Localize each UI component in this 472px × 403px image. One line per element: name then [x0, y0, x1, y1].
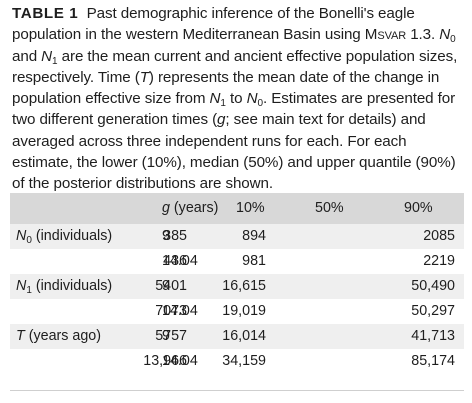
demographic-table: g (years) 10% 50% 90% N0 (individuals) 9… — [10, 193, 464, 391]
software-name: Msvar — [364, 26, 407, 44]
param-n0: N0 (individuals) — [16, 228, 113, 246]
cell-g: 14.04 — [162, 303, 198, 319]
cell-q50: 34,159 — [222, 353, 266, 369]
cell-q90: 50,297 — [411, 303, 455, 319]
table-header-row: g (years) 10% 50% 90% — [10, 193, 464, 228]
cell-q90: 85,174 — [411, 353, 455, 369]
table-bottom-rule — [10, 390, 464, 391]
table-caption: TABLE 1 Past demographic inference of th… — [12, 5, 458, 193]
cell-g: 14.04 — [162, 353, 198, 369]
param-t: T (years ago) — [16, 328, 102, 344]
table-row: 14.04 7073 19,019 50,297 — [10, 299, 464, 324]
cell-q90: 2219 — [423, 253, 455, 269]
header-q10: 10% — [236, 200, 265, 216]
table-row: N0 (individuals) 9 385 894 2085 — [10, 224, 464, 249]
cell-q10: 7073 — [155, 303, 187, 319]
cell-q50: 16,014 — [222, 328, 266, 344]
table-label: TABLE 1 — [12, 5, 79, 22]
header-q50: 50% — [315, 200, 344, 216]
cell-q50: 16,615 — [222, 278, 266, 294]
cell-g: 9 — [162, 278, 170, 294]
cell-g: 9 — [162, 228, 170, 244]
param-n1: N1 (individuals) — [16, 278, 113, 296]
header-q90: 90% — [404, 200, 433, 216]
table-row: 14.04 13,966 34,159 85,174 — [10, 349, 464, 374]
cell-q90: 2085 — [423, 228, 455, 244]
cell-g: 14.04 — [162, 253, 198, 269]
cell-q50: 981 — [242, 253, 266, 269]
cell-q10: 5757 — [155, 328, 187, 344]
header-generation-time: g (years) — [162, 200, 219, 216]
cell-g: 9 — [162, 328, 170, 344]
cell-q90: 41,713 — [411, 328, 455, 344]
cell-q90: 50,490 — [411, 278, 455, 294]
cell-q10: 5401 — [155, 278, 187, 294]
cell-q10: 13,966 — [143, 353, 187, 369]
cell-q10: 385 — [163, 228, 187, 244]
cell-q10: 436 — [163, 253, 187, 269]
table-row: T (years ago) 9 5757 16,014 41,713 — [10, 324, 464, 349]
table-row: 14.04 436 981 2219 — [10, 249, 464, 274]
cell-q50: 894 — [242, 228, 266, 244]
table-row: N1 (individuals) 9 5401 16,615 50,490 — [10, 274, 464, 299]
cell-q50: 19,019 — [222, 303, 266, 319]
